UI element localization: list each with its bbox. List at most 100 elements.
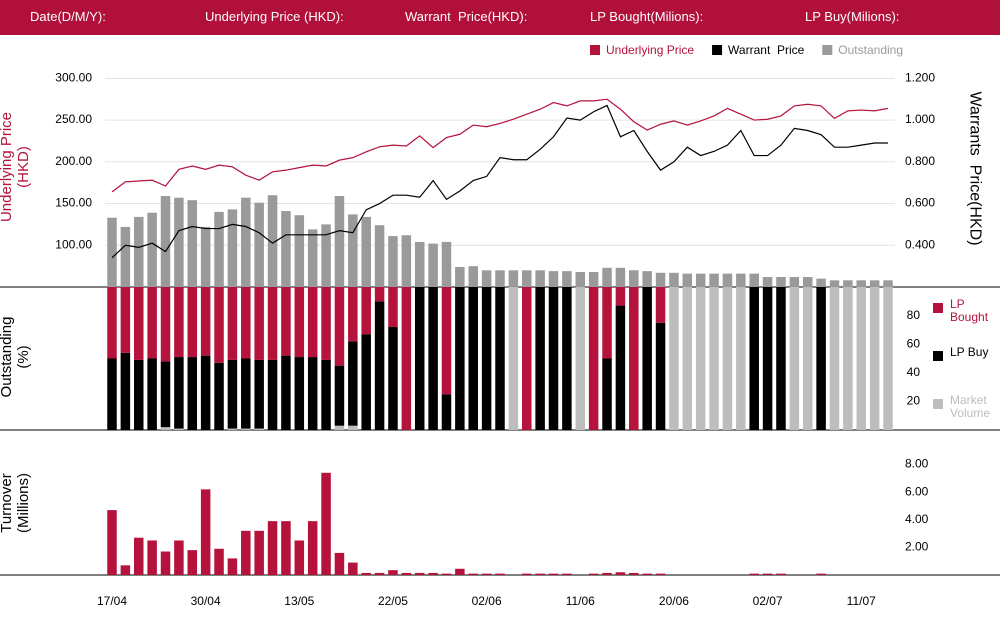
bar-segment (361, 287, 371, 335)
y-tick-label: 60 (907, 336, 921, 350)
bar-segment (147, 358, 157, 430)
header-label: LP Bought(Milions): (590, 9, 704, 24)
bar (615, 267, 626, 287)
legend-label: LP Bought (950, 297, 989, 324)
bar (428, 572, 438, 575)
bar-segment (134, 359, 144, 430)
bar (508, 270, 519, 287)
legend-swatch (822, 45, 833, 55)
bar-segment (174, 287, 184, 358)
bar-segment (160, 427, 171, 430)
bar (441, 241, 452, 287)
bar (200, 226, 211, 287)
bar (348, 562, 358, 575)
bar-segment (535, 287, 545, 430)
y2-tick-label: 1.200 (905, 71, 935, 85)
y2-tick-label: 1.000 (905, 112, 935, 126)
y-tick-label: 300.00 (55, 71, 92, 85)
bar-segment (281, 287, 291, 356)
bar (802, 276, 813, 287)
bar (254, 202, 264, 287)
bar-segment (388, 287, 398, 328)
y2-axis-title: Warrants Price(HKD) (966, 91, 984, 246)
bar (575, 271, 586, 287)
bar (762, 276, 773, 287)
bar-segment (374, 287, 385, 302)
bar (281, 211, 291, 287)
bar (294, 540, 305, 575)
legend-swatch (712, 45, 723, 55)
header-label: Warrant Price(HKD): (405, 9, 528, 24)
bar (588, 573, 599, 575)
bar (455, 266, 465, 287)
bar-segment (241, 358, 251, 429)
bar (267, 521, 278, 575)
bar (160, 196, 171, 287)
bar (669, 272, 679, 287)
bar-segment (348, 341, 358, 426)
bar (134, 537, 144, 575)
bar (776, 276, 786, 287)
bar (655, 573, 666, 575)
bar-segment (441, 287, 452, 395)
bar (401, 235, 412, 287)
legend-swatch (933, 303, 943, 313)
bar (481, 573, 492, 575)
bar (776, 573, 786, 575)
bar (200, 489, 211, 575)
bar-segment (307, 357, 318, 430)
bar-segment (361, 334, 371, 430)
bar (321, 472, 331, 575)
bar (535, 573, 545, 575)
x-tick-label: 11/06 (566, 594, 595, 608)
bar (789, 276, 800, 287)
bar (361, 572, 371, 575)
bar (642, 271, 652, 287)
bar (522, 573, 532, 575)
bar-segment (254, 428, 264, 430)
bar-segment (695, 287, 706, 430)
bar-segment (107, 287, 117, 359)
bar (856, 280, 866, 287)
bar (468, 266, 478, 287)
line (111, 98, 889, 193)
bar (655, 272, 666, 287)
bar (682, 273, 693, 287)
bar-segment (428, 287, 438, 430)
bar (816, 573, 826, 575)
bar-segment (682, 287, 693, 430)
bar (174, 540, 184, 575)
bar-segment (762, 287, 773, 430)
bar-segment (107, 358, 117, 430)
bar-segment (334, 287, 345, 366)
bar (749, 273, 759, 287)
bar-segment (348, 287, 358, 342)
bar-segment (455, 287, 465, 430)
bar (388, 236, 398, 287)
bar-segment (254, 287, 264, 360)
bar (816, 278, 826, 287)
y-tick-label: 2.00 (905, 540, 929, 554)
x-tick-label: 22/05 (378, 594, 408, 608)
bar (267, 195, 278, 287)
bar-segment (495, 287, 505, 430)
bar-segment (843, 287, 853, 430)
bar (147, 212, 157, 287)
y-axis-title: Underlying Price (HKD) (0, 111, 32, 223)
bar-segment (200, 287, 211, 356)
bar-segment (160, 287, 171, 362)
bar (722, 273, 733, 287)
legend-swatch (590, 45, 600, 55)
bar (629, 270, 639, 287)
bar-segment (468, 287, 478, 430)
bar (374, 572, 385, 575)
bar-segment (307, 287, 318, 358)
bar-segment (334, 365, 345, 426)
bar-segment (575, 287, 586, 430)
y-tick-label: 8.00 (905, 457, 929, 471)
bar-segment (602, 358, 612, 430)
header-label: Date(D/M/Y): (30, 9, 106, 24)
bar (334, 196, 345, 287)
bar (548, 573, 559, 575)
